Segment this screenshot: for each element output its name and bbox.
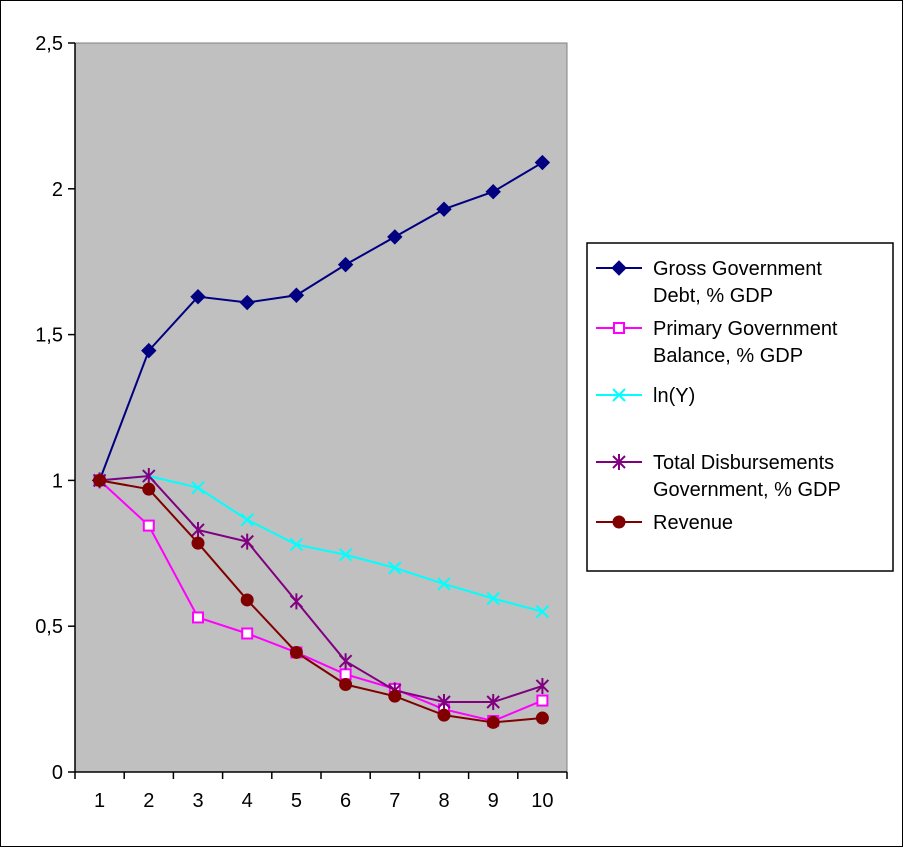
- data-point: [93, 473, 107, 487]
- data-point: [240, 533, 254, 550]
- data-point: [388, 689, 402, 703]
- data-point: [142, 468, 156, 485]
- data-point: [339, 678, 353, 692]
- legend-box: [586, 242, 894, 572]
- data-point: [339, 668, 352, 681]
- data-point: [437, 694, 451, 711]
- data-point: [289, 645, 303, 659]
- data-point: [141, 342, 157, 359]
- data-point: [337, 256, 354, 273]
- series-4: [93, 473, 549, 729]
- y-tick-label: 1,5: [35, 325, 63, 347]
- data-point: [388, 561, 402, 575]
- data-point: [191, 521, 205, 538]
- x-tick-label: 10: [531, 790, 553, 812]
- x-tick-label: 5: [291, 790, 302, 812]
- series-line: [99, 474, 543, 704]
- legend-swatch-marker: [612, 454, 626, 470]
- series-line: [98, 161, 543, 481]
- x-tick-label: 8: [438, 790, 449, 812]
- x-tick-label: 7: [389, 790, 400, 812]
- legend-label: Gross Government: [653, 258, 822, 280]
- data-point: [192, 611, 204, 624]
- data-point: [191, 536, 205, 550]
- data-point: [338, 548, 353, 562]
- series-group: [91, 154, 551, 729]
- data-point: [240, 593, 254, 607]
- data-point: [437, 708, 451, 722]
- plot-area: [74, 42, 568, 773]
- data-point: [387, 229, 403, 245]
- data-point: [536, 694, 549, 707]
- data-point: [486, 715, 500, 729]
- legend-entry-1: Primary Government Balance, % GDP: [596, 318, 838, 367]
- x-tick-label: 9: [488, 790, 499, 812]
- legend-label: Total Disbursements: [653, 452, 834, 474]
- series-line: [99, 479, 543, 724]
- x-tick-label: 3: [192, 790, 203, 812]
- data-point: [239, 294, 255, 311]
- data-point: [190, 288, 206, 305]
- series-line: [99, 475, 543, 613]
- data-point: [486, 591, 500, 606]
- plot-background: [74, 42, 568, 773]
- y-tick-label: 1: [52, 470, 63, 492]
- data-point: [338, 653, 353, 670]
- data-point: [535, 677, 550, 694]
- legend-label: Revenue: [653, 512, 733, 534]
- data-point: [535, 604, 550, 619]
- series-line: [98, 479, 543, 723]
- data-point: [288, 287, 305, 303]
- legend: Gross Government Debt, % GDP Primary Gover…: [586, 242, 894, 572]
- legend-swatch-marker: [613, 322, 625, 334]
- data-point: [289, 593, 304, 610]
- x-tick-label: 4: [242, 790, 253, 812]
- data-point: [142, 482, 156, 496]
- legend-label: Debt, % GDP: [653, 285, 773, 307]
- data-point: [142, 519, 155, 532]
- data-point: [241, 627, 254, 640]
- x-tick-label: 2: [143, 790, 154, 812]
- legend-label: Government, % GDP: [653, 479, 841, 501]
- x-tick-label: 6: [340, 790, 351, 812]
- y-tick-label: 0,5: [35, 616, 63, 638]
- data-point: [289, 537, 304, 552]
- x-tick-label: 1: [94, 790, 105, 812]
- y-tick-label: 0: [52, 762, 63, 784]
- legend-entry-0: Gross Government Debt, % GDP: [596, 258, 822, 307]
- legend-swatch-marker: [612, 388, 626, 402]
- data-point: [437, 577, 451, 591]
- data-point: [535, 711, 549, 725]
- y-tick-label: 2,5: [35, 33, 63, 55]
- legend-entry-3: Total Disbursements Government, % GDP: [596, 452, 841, 501]
- legend-label: Primary Government: [653, 318, 838, 340]
- legend-swatch-marker: [612, 515, 626, 529]
- data-point: [485, 184, 501, 200]
- data-point: [534, 154, 551, 171]
- data-point: [486, 694, 500, 711]
- legend-entry-2: ln(Y): [596, 385, 695, 407]
- axes: 0 0,5 1 1,5 2 2,5 1 2 3 4 5 6 7 8 9 10: [35, 33, 568, 812]
- legend-label: ln(Y): [653, 385, 695, 407]
- legend-entry-4: Revenue: [596, 512, 733, 534]
- data-point: [436, 201, 452, 217]
- series-3: [92, 468, 550, 711]
- data-point: [191, 480, 205, 495]
- y-tick-label: 2: [52, 179, 63, 201]
- data-point: [240, 513, 254, 527]
- legend-swatch-marker: [611, 260, 627, 276]
- legend-label: Balance, % GDP: [653, 345, 803, 367]
